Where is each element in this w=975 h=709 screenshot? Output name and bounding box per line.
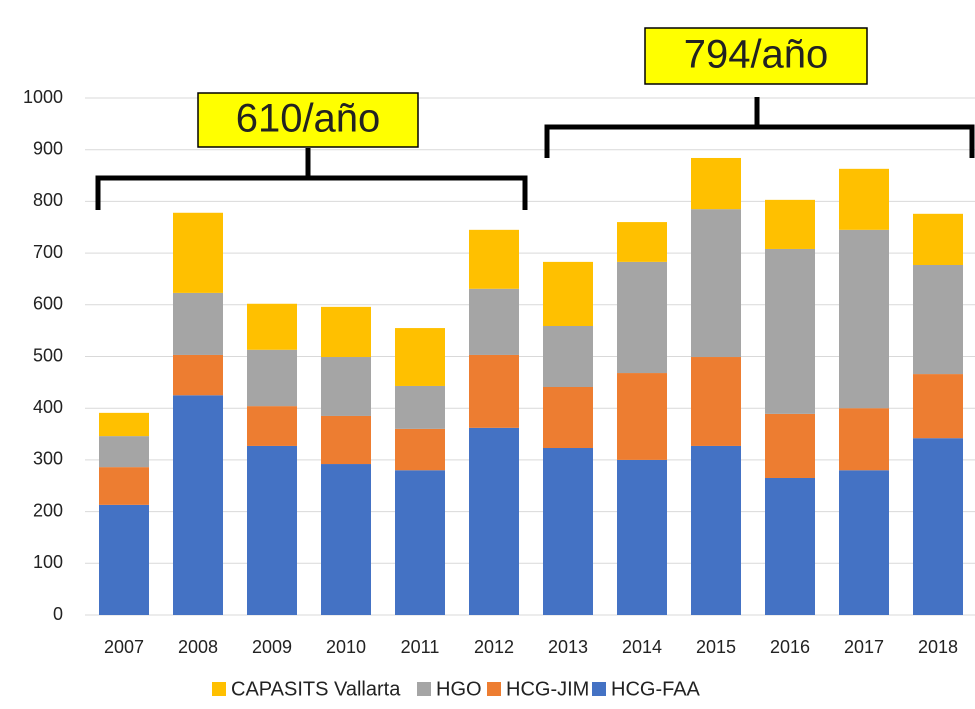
bar-segment xyxy=(395,328,445,386)
y-tick-label: 800 xyxy=(33,190,63,210)
y-tick-label: 500 xyxy=(33,345,63,365)
bar-segment xyxy=(543,448,593,615)
bar-segment xyxy=(99,412,149,437)
bar-segment xyxy=(99,504,149,615)
x-tick-label: 2009 xyxy=(252,637,292,657)
bar-segment xyxy=(99,467,149,505)
bar-segment xyxy=(321,415,371,465)
bar-segment xyxy=(839,470,889,615)
legend-label: HCG-JIM xyxy=(506,678,589,700)
x-tick-label: 2010 xyxy=(326,637,366,657)
x-tick-label: 2011 xyxy=(401,637,440,657)
bar-segment xyxy=(765,413,815,478)
bar-segment xyxy=(765,199,815,249)
bar-segment xyxy=(247,445,297,615)
bar-segment xyxy=(173,395,223,615)
bar-segment xyxy=(395,385,445,429)
y-tick-label: 900 xyxy=(33,138,63,158)
bar-segment xyxy=(321,357,371,416)
annotation-text: 794/año xyxy=(684,33,829,77)
legend-swatch xyxy=(417,682,431,696)
bar-segment xyxy=(543,325,593,388)
y-tick-label: 300 xyxy=(33,449,63,469)
bar-segment xyxy=(395,470,445,615)
y-tick-label: 200 xyxy=(33,500,63,520)
bar-segment xyxy=(913,374,963,439)
bracket xyxy=(95,148,528,210)
bar-segment xyxy=(691,445,741,615)
plot: 0 100 200 300 400 500 600 700 800 900 1000 2007 2008… xyxy=(23,87,975,700)
bar-segment xyxy=(765,477,815,615)
bar-segment xyxy=(617,459,667,615)
legend-label: HCG-FAA xyxy=(611,678,701,700)
y-tick-label: 0 xyxy=(53,604,63,624)
bar-segment xyxy=(543,261,593,326)
annotation-text: 610/año xyxy=(236,97,381,141)
bar-segment xyxy=(469,288,519,355)
bar-segment xyxy=(913,213,963,265)
bar-segment xyxy=(617,222,667,262)
bar-segment xyxy=(469,354,519,428)
bar-segment xyxy=(839,168,889,230)
y-tick-label: 700 xyxy=(33,242,63,262)
y-tick-label: 400 xyxy=(33,397,63,417)
bar-segment xyxy=(765,248,815,414)
bar-segment xyxy=(173,212,223,293)
x-tick-label: 2007 xyxy=(104,637,144,657)
bar-segment xyxy=(913,438,963,615)
annotation-box xyxy=(197,92,419,148)
bar-segment xyxy=(321,464,371,615)
y-tick-label: 100 xyxy=(33,552,63,572)
x-tick-label: 2018 xyxy=(918,637,958,657)
bar-segment xyxy=(839,408,889,471)
annotation-2: 794/año xyxy=(544,27,975,158)
annotation-1: 610/año xyxy=(95,92,528,210)
x-tick-label: 2016 xyxy=(770,637,810,657)
legend-swatch xyxy=(592,682,606,696)
bar-segment xyxy=(395,428,445,471)
legend-swatch xyxy=(487,682,501,696)
bar-segment xyxy=(691,357,741,446)
y-tick-label: 1000 xyxy=(23,87,63,107)
bar-segment xyxy=(173,292,223,355)
bar-segment xyxy=(543,387,593,449)
annotation-box xyxy=(644,27,868,85)
bar-segment xyxy=(247,303,297,350)
bar-segment xyxy=(99,436,149,468)
bar-segment xyxy=(617,373,667,460)
x-tick-label: 2017 xyxy=(844,637,884,657)
bar-segment xyxy=(469,427,519,615)
x-tick-label: 2015 xyxy=(696,637,736,657)
bar-segment xyxy=(469,229,519,289)
bar-segment xyxy=(839,229,889,409)
x-tick-label: 2013 xyxy=(548,637,588,657)
bar-segment xyxy=(247,349,297,407)
bracket xyxy=(544,97,975,158)
bar-segment xyxy=(691,209,741,358)
bar-segment xyxy=(247,406,297,446)
legend-swatch xyxy=(212,682,226,696)
bar-segment xyxy=(173,354,223,396)
bar-segment xyxy=(321,306,371,358)
legend-label: HGO xyxy=(436,678,482,700)
bar-segment xyxy=(617,261,667,374)
y-tick-label: 600 xyxy=(33,294,63,314)
bar-segment xyxy=(691,157,741,210)
x-tick-label: 2014 xyxy=(622,637,662,657)
x-tick-label: 2008 xyxy=(178,637,218,657)
bar-segment xyxy=(913,264,963,375)
legend-label: CAPASITS Vallarta xyxy=(231,678,401,700)
legend: CAPASITS Vallarta HGO HCG-JIM HCG-FAA xyxy=(212,678,701,700)
x-tick-label: 2012 xyxy=(474,637,514,657)
